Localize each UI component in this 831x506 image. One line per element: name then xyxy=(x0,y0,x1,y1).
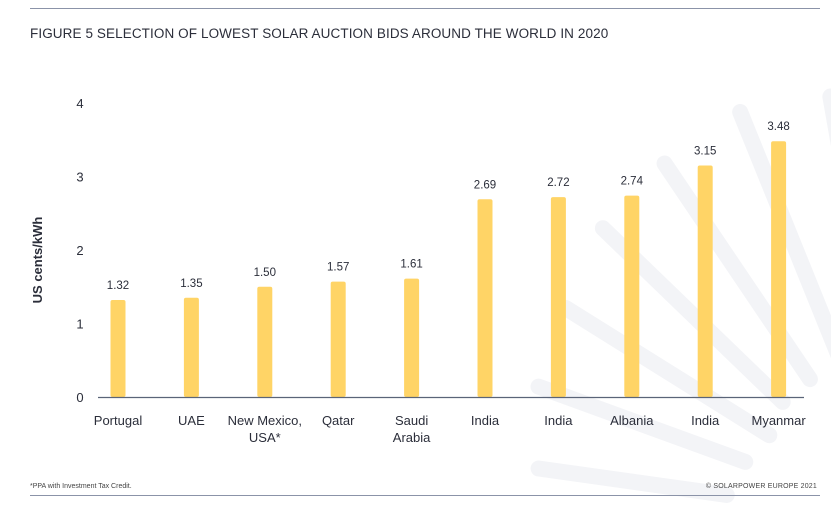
bar-value-label: 2.69 xyxy=(474,179,496,191)
bar xyxy=(697,165,713,397)
bar xyxy=(404,278,420,397)
x-tick-label: UAE xyxy=(178,413,205,428)
x-tick-label: India xyxy=(691,413,720,428)
bars: 1.32 1.35 1.50 1.57 1.61 2.69 2.72 2.74 3.15 3.48 xyxy=(107,121,790,397)
x-tick-label-line: Qatar xyxy=(322,413,355,428)
y-axis-label: US cents/kWh xyxy=(30,217,45,304)
x-tick-label: Saudi Arabia xyxy=(393,413,431,445)
x-tick-label-line: Albania xyxy=(610,413,654,428)
x-tick-label: Albania xyxy=(610,413,654,428)
x-tick-label: India xyxy=(471,413,500,428)
y-tick-label: 2 xyxy=(76,243,83,258)
x-tick-label: New Mexico, USA* xyxy=(228,413,302,445)
figure-title: FIGURE 5 SELECTION OF LOWEST SOLAR AUCTI… xyxy=(30,26,609,41)
x-tick-label-line: Portugal xyxy=(94,413,143,428)
bar xyxy=(330,281,346,397)
y-tick-label: 4 xyxy=(76,96,83,111)
x-tick-label-line: Saudi xyxy=(395,413,428,428)
bar xyxy=(771,141,787,397)
x-tick-label-line: Arabia xyxy=(393,430,431,445)
y-tick-label: 0 xyxy=(76,390,83,405)
footnote: *PPA with Investment Tax Credit. xyxy=(30,483,132,490)
bar xyxy=(257,286,273,397)
bar-value-label: 2.74 xyxy=(621,176,644,188)
sunburst-ray xyxy=(530,460,735,503)
bar-value-label: 3.15 xyxy=(694,145,716,157)
bar xyxy=(624,195,640,397)
bar-value-label: 1.50 xyxy=(254,267,276,279)
x-tick-label: India xyxy=(544,413,573,428)
x-tick-label: Portugal xyxy=(94,413,143,428)
bottom-rule xyxy=(30,495,820,496)
x-tick-label-line: UAE xyxy=(178,413,205,428)
sunburst-decoration xyxy=(530,88,831,503)
credit: © SOLARPOWER EUROPE 2021 xyxy=(705,483,817,490)
bar xyxy=(477,199,493,397)
x-tick-label-line: India xyxy=(471,413,500,428)
bar xyxy=(183,297,199,397)
x-tick-label-line: New Mexico, xyxy=(228,413,302,428)
x-tick-label-line: Myanmar xyxy=(752,413,807,428)
bar xyxy=(110,299,126,397)
x-tick-label: Qatar xyxy=(322,413,355,428)
top-rule xyxy=(30,8,820,9)
bar xyxy=(550,197,566,397)
y-tick-label: 1 xyxy=(76,317,83,332)
x-tick-label-line: India xyxy=(691,413,720,428)
x-axis: Portugal UAE New Mexico, USA* Qatar Saudi Arab… xyxy=(94,396,807,445)
sunburst-ray xyxy=(557,300,778,444)
bar-value-label: 1.61 xyxy=(400,259,422,271)
bar-value-label: 3.48 xyxy=(767,121,789,133)
y-tick-label: 3 xyxy=(76,170,83,185)
x-tick-label: Myanmar xyxy=(752,413,807,428)
bar-value-label: 1.32 xyxy=(107,280,129,292)
sunburst-ray xyxy=(656,155,818,388)
y-axis: 0 1 2 3 4 US cents/kWh xyxy=(30,96,84,405)
x-tick-label-line: USA* xyxy=(249,430,281,445)
sunburst-ray xyxy=(530,378,754,470)
bar-value-label: 1.35 xyxy=(180,278,202,290)
bar-value-label: 2.72 xyxy=(547,177,569,189)
x-tick-label-line: India xyxy=(544,413,573,428)
bar-value-label: 1.57 xyxy=(327,262,349,274)
